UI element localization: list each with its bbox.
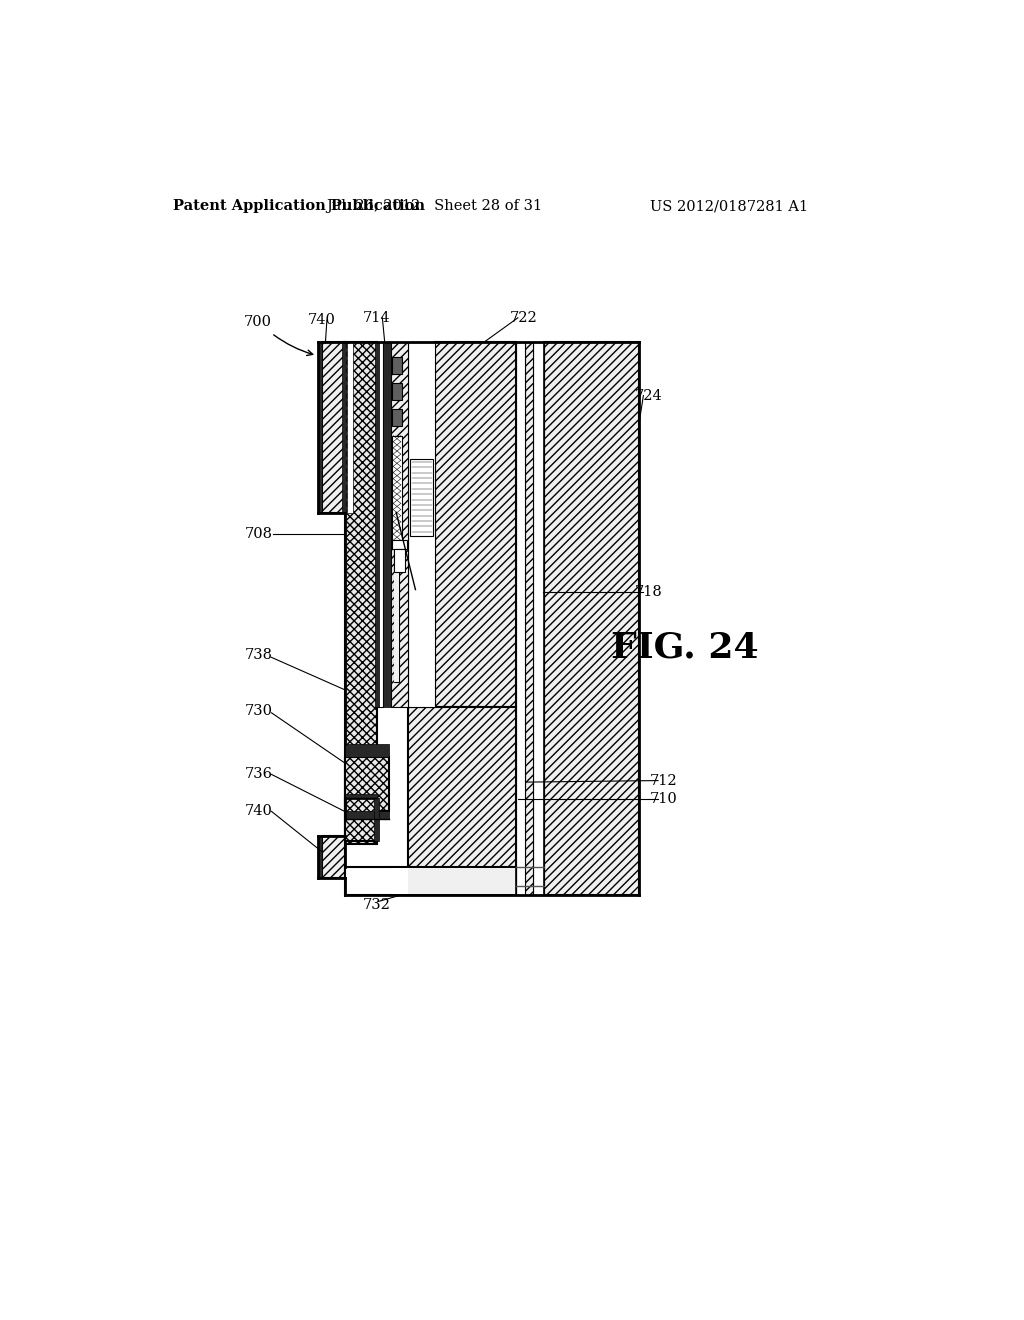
Text: 740: 740 xyxy=(245,804,273,818)
Bar xyxy=(317,836,323,878)
Text: US 2012/0187281 A1: US 2012/0187281 A1 xyxy=(650,199,808,213)
Text: Patent Application Publication: Patent Application Publication xyxy=(173,199,425,213)
Bar xyxy=(544,342,639,895)
Bar xyxy=(345,758,388,812)
Bar xyxy=(524,342,532,895)
Text: 736: 736 xyxy=(245,767,273,781)
Text: Jul. 26, 2012   Sheet 28 of 31: Jul. 26, 2012 Sheet 28 of 31 xyxy=(327,199,543,213)
Text: 718: 718 xyxy=(635,585,663,599)
Bar xyxy=(394,436,398,682)
Bar xyxy=(345,743,388,758)
Bar xyxy=(345,797,377,841)
Bar xyxy=(391,358,402,374)
Text: 708: 708 xyxy=(245,527,273,541)
Text: 700: 700 xyxy=(244,315,271,330)
Bar xyxy=(392,436,401,540)
Bar xyxy=(377,342,383,708)
Bar xyxy=(391,383,402,400)
Bar xyxy=(347,342,353,512)
Bar xyxy=(374,797,379,841)
Text: 740: 740 xyxy=(307,313,336,327)
Text: 738: 738 xyxy=(245,648,273,663)
Text: 722: 722 xyxy=(509,310,538,325)
Bar xyxy=(345,812,388,818)
Bar xyxy=(322,836,345,878)
Bar xyxy=(391,540,407,549)
Bar xyxy=(342,342,346,512)
Text: 724: 724 xyxy=(635,388,663,403)
Bar xyxy=(391,342,408,708)
Text: 714: 714 xyxy=(364,310,391,325)
Bar xyxy=(394,549,404,572)
Bar xyxy=(410,459,433,536)
Bar xyxy=(435,869,515,894)
Bar xyxy=(394,436,398,682)
Bar xyxy=(532,342,544,895)
Bar xyxy=(408,869,435,894)
Text: FIG. 24: FIG. 24 xyxy=(611,631,759,664)
Bar xyxy=(408,708,515,895)
Bar xyxy=(383,342,391,708)
Bar xyxy=(515,342,524,895)
Bar xyxy=(317,342,323,512)
Bar xyxy=(345,795,377,799)
Bar xyxy=(408,342,435,708)
Text: 710: 710 xyxy=(649,792,677,807)
Bar xyxy=(322,342,345,512)
Bar xyxy=(345,867,515,895)
Bar xyxy=(375,342,379,708)
Text: 732: 732 xyxy=(364,899,391,912)
Text: 730: 730 xyxy=(245,705,273,718)
Text: 712: 712 xyxy=(649,774,677,788)
Bar xyxy=(345,342,377,843)
Bar xyxy=(435,342,515,708)
Bar xyxy=(391,869,408,894)
Bar xyxy=(391,409,402,426)
